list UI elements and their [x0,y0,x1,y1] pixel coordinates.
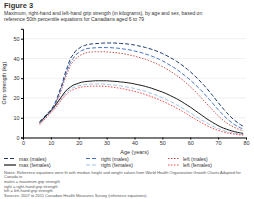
y-tick-mark [21,98,23,99]
subtitle: Maximum, right-hand and left-hand grip s… [4,10,202,22]
text-line: Figure 3 [4,1,33,10]
series-line [40,81,243,134]
series-line [40,84,243,135]
y-axis-title: Grip strength (kg) [1,62,7,105]
y-tick: 10 [13,115,23,121]
legend: max (males) right (males) left (males) max … [4,156,212,169]
x-tick-label: 30 [104,140,110,146]
y-tick-label: 20 [13,95,19,101]
grid-line [23,38,246,39]
chart-svg: Figure 3Maximum, right-hand and left-han… [0,0,254,199]
x-tick-label: 60 [188,140,194,146]
legend-item: left (females) [168,162,212,168]
text-line: Notes: Reference equations were fit with… [4,170,241,175]
x-tick: 50 [160,138,166,146]
legend-label: right (females) [101,162,133,168]
y-tick-mark [21,78,23,79]
x-tick: 60 [188,138,194,146]
x-tick-label: 80 [243,140,249,146]
x-tick: 20 [76,138,82,146]
x-tick: 40 [132,138,138,146]
legend-item: right (females) [86,162,133,168]
y-tick-label: 30 [13,75,19,81]
chart-container: Figure 3Maximum, right-hand and left-han… [0,0,254,199]
y-tick: 30 [13,75,23,81]
x-tick: 0 [22,138,25,146]
grid-line [23,97,246,98]
y-tick-label: 50 [13,36,19,42]
x-tick: 80 [243,138,249,146]
x-tick-label: 50 [160,140,166,146]
legend-swatch [86,164,98,165]
y-tick-mark [21,138,23,139]
series-line [40,86,243,135]
x-tick: 10 [48,138,54,146]
legend-label: max (females) [19,162,51,168]
legend-swatch [168,164,180,165]
legend-item: max (females) [4,162,51,168]
y-tick-mark [21,58,23,59]
series-line [40,48,243,129]
y-tick-label: 40 [13,56,19,62]
legend-swatch [4,158,16,159]
y-tick-label: 0 [16,135,19,141]
x-tick-label: 40 [132,140,138,146]
x-axis: 0 10 20 30 40 50 60 70 80 [22,138,250,146]
grid-line [23,58,246,59]
legend-swatch [168,158,180,159]
y-tick: 20 [13,95,23,101]
lines [40,43,243,135]
legend-label: left (females) [183,162,212,168]
grid-line [23,78,246,79]
notes: Notes: Reference equations were fit with… [4,170,241,199]
y-tick: 0 [16,135,23,141]
legend-label: right (males) [101,156,129,162]
legend-swatch [86,158,98,159]
legend-item: right (males) [86,156,129,162]
grid-line [23,117,246,118]
y-axis-line [21,29,24,138]
legend-label: left (males) [183,156,208,162]
note: Notes: Reference equations were fit with… [4,170,241,180]
x-tick-label: 70 [216,140,222,146]
legend-label: max (males) [19,156,47,162]
y-tick-mark [21,39,23,40]
text-line: reference 50th percentile equations for … [4,16,144,22]
title: Figure 3 [4,1,33,10]
y-tick: 50 [13,36,23,42]
note: Sources: 2007 to 2011 Canadian Health Me… [4,193,147,198]
y-tick-mark [21,118,23,119]
legend-swatch [4,164,16,165]
y-tick-label: 10 [13,115,19,121]
x-axis-title: Age (years) [120,149,149,155]
text-line: Sources: 2007 to 2011 Canadian Health Me… [4,193,147,198]
x-tick-label: 0 [22,140,25,146]
legend-item: left (males) [168,156,208,162]
legend-item: max (males) [4,156,47,162]
x-tick: 70 [216,138,222,146]
y-tick: 40 [13,56,23,62]
y-axis: 0 10 20 30 40 50 [13,29,23,140]
series-line [40,43,243,126]
x-tick: 30 [104,138,110,146]
grid [23,39,246,138]
x-tick-label: 20 [76,140,82,146]
x-tick-label: 10 [48,140,54,146]
